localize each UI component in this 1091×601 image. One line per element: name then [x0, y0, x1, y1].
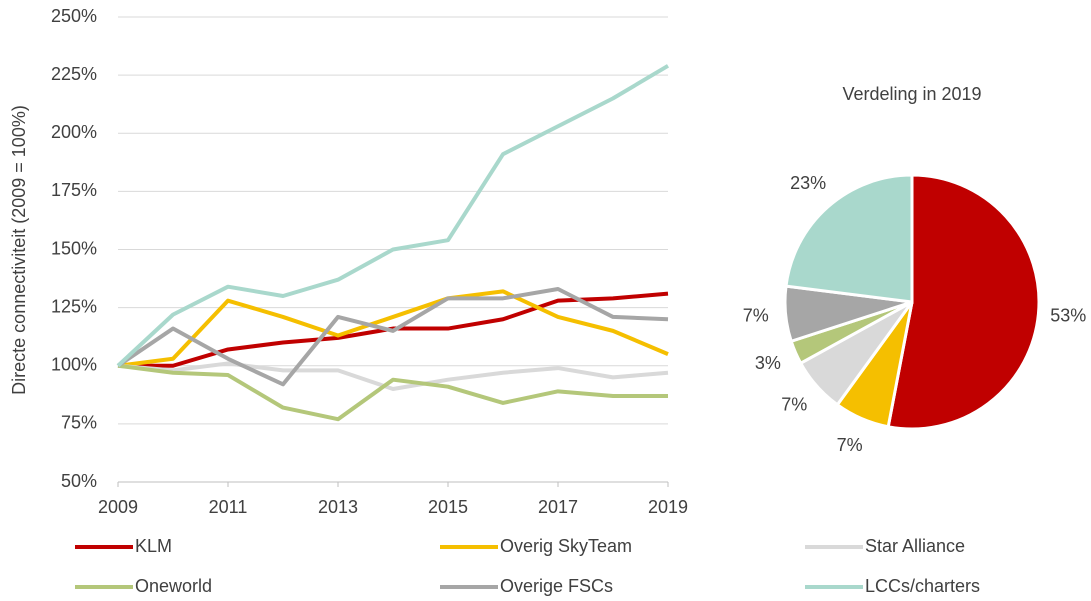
- y-tick-label: 50%: [61, 471, 97, 491]
- pie-title: Verdeling in 2019: [842, 84, 981, 104]
- pie-slice: [886, 173, 1041, 431]
- x-tick-label: 2019: [648, 497, 688, 517]
- series-line: [117, 289, 669, 368]
- series-line: [117, 363, 668, 422]
- slice-label: 3%: [755, 353, 781, 373]
- y-tick-label: 75%: [61, 413, 97, 433]
- slice-label: 7%: [743, 306, 769, 326]
- y-tick-label: 100%: [51, 355, 97, 375]
- x-tick-label: 2017: [538, 497, 578, 517]
- legend-label: Star Alliance: [865, 536, 965, 556]
- y-tick-label: 125%: [51, 296, 97, 316]
- legend-label: Oneworld: [135, 576, 212, 596]
- y-tick-label: 175%: [51, 180, 97, 200]
- series-line: [116, 64, 670, 368]
- x-tick-label: 2009: [98, 497, 138, 517]
- legend-label: LCCs/charters: [865, 576, 980, 596]
- legend-label: KLM: [135, 536, 172, 556]
- slice-label: 23%: [790, 173, 826, 193]
- series-line: [117, 361, 669, 391]
- slice-label: 53%: [1050, 306, 1086, 326]
- y-tick-label: 200%: [51, 122, 97, 142]
- x-tick-label: 2015: [428, 497, 468, 517]
- legend-label: Overige FSCs: [500, 576, 613, 596]
- y-tick-label: 250%: [51, 6, 97, 26]
- y-tick-label: 225%: [51, 64, 97, 84]
- y-axis-label: Directe connectiviteit (2009 = 100%): [9, 105, 29, 395]
- legend-label: Overig SkyTeam: [500, 536, 632, 556]
- x-tick-label: 2013: [318, 497, 358, 517]
- slice-label: 7%: [781, 395, 807, 415]
- y-tick-label: 150%: [51, 238, 97, 258]
- slice-label: 7%: [837, 435, 863, 455]
- series-line: [116, 287, 669, 387]
- pie-slice: [784, 173, 914, 304]
- x-tick-label: 2011: [209, 497, 248, 517]
